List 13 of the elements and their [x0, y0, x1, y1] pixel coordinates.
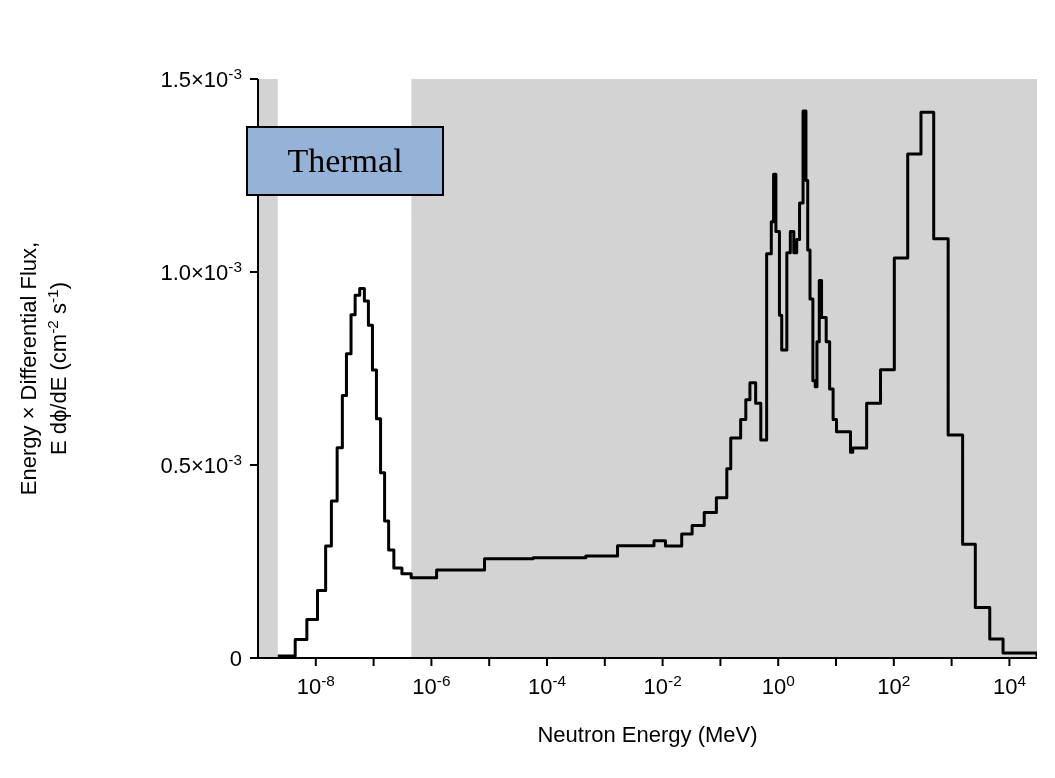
x-tick-label: 10$^{-2}$ [643, 671, 682, 699]
y-tick-label: 1.0×10$^{-3}$ [160, 257, 242, 285]
x-tick-label: 10$^{-8}$ [296, 671, 335, 699]
x-axis-title: Neutron Energy (MeV) [537, 722, 758, 747]
y-tick-label: 0.5×10$^{-3}$ [160, 450, 242, 478]
x-tick-label: 10$^{0}$ [761, 671, 795, 699]
x-tick-label: 10$^{-6}$ [412, 671, 451, 699]
x-tick-label: 10$^{4}$ [992, 671, 1027, 699]
y-tick-label: 1.5×10$^{-3}$ [160, 64, 242, 92]
annotation: Thermal [246, 126, 444, 196]
x-tick-label: 10$^{-4}$ [527, 671, 567, 699]
x-tick-label: 10$^{2}$ [877, 671, 911, 699]
y-tick-label: 0 [229, 646, 242, 671]
